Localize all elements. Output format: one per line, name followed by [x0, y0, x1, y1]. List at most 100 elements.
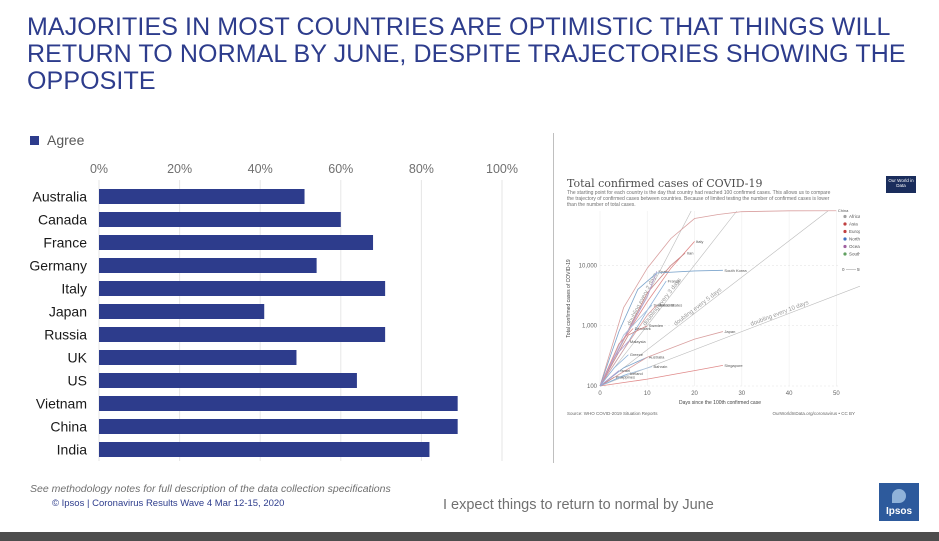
bar-uk [99, 350, 297, 365]
inset-x-tick: 40 [786, 391, 793, 397]
region-legend-dot [843, 244, 847, 249]
owid-logo: Our World in Data [886, 176, 916, 193]
series-label: Italy [696, 239, 703, 244]
series-label: Israel [620, 368, 630, 373]
series-label: Philippines [616, 375, 635, 380]
inset-x-tick: 0 [598, 391, 602, 397]
inset-x-tick: 20 [691, 391, 698, 397]
x-tick-label: 100% [486, 162, 518, 176]
bar-germany [99, 258, 317, 273]
category-label: Germany [29, 258, 87, 274]
category-label: Italy [61, 281, 87, 297]
series-line-greece [599, 354, 629, 387]
x-tick-label: 80% [409, 162, 434, 176]
region-legend-dot [843, 237, 847, 241]
bar-russia [99, 327, 386, 342]
region-legend-label: North America [849, 237, 860, 242]
region-legend-dot [843, 214, 847, 219]
doubling-guide-line [599, 210, 829, 387]
bottom-strip [0, 532, 939, 541]
bar-japan [99, 304, 265, 319]
series-label: Japan [724, 329, 735, 334]
category-label: China [50, 419, 87, 435]
series-label: Bahrain [654, 364, 668, 369]
bar-vietnam [99, 396, 458, 411]
legend-swatch [30, 135, 39, 145]
series-label: Malaysia [630, 339, 647, 344]
ipsos-logo-mark-icon [892, 489, 906, 503]
category-label: Russia [44, 327, 87, 343]
survey-question: I expect things to return to normal by J… [443, 497, 714, 513]
series-label: Australia [649, 355, 665, 360]
region-legend-label: Oceania [849, 244, 860, 249]
category-label: Vietnam [36, 396, 87, 412]
series-label: Sweden [649, 323, 663, 328]
agree-bar-chart: 0% 20% 40% 60% 80% 100% Australia Canada France G… [29, 162, 518, 461]
bar-china [99, 419, 458, 434]
inset-credit: OurWorldInData.org/coronavirus • CC BY [772, 411, 855, 416]
copyright-line: © Ipsos | Coronavirus Results Wave 4 Mar… [52, 498, 285, 509]
series-line-israel [599, 370, 620, 387]
bar-india [99, 442, 430, 457]
bar-australia [99, 189, 305, 204]
doubling-guide-line [599, 210, 738, 387]
region-legend-label: Africa [849, 214, 860, 219]
region-legend-dot [843, 229, 847, 234]
series-line-denmark [599, 328, 634, 387]
range-end-label: 55 [857, 267, 860, 272]
series-line-china [599, 210, 837, 387]
category-label: Australia [33, 189, 88, 205]
series-label: Denmark [635, 326, 651, 331]
series-label: Iceland [630, 371, 643, 376]
inset-x-tick: 30 [738, 391, 745, 397]
inset-source: Source: WHO COVID-2019 Situation Reports [567, 411, 658, 416]
region-legend-label: South America [849, 252, 860, 257]
inset-y-tick: 100 [587, 384, 598, 390]
inset-chart-subtitle: The starting point for each country is t… [567, 190, 831, 208]
x-tick-label: 0% [90, 162, 108, 176]
series-line-singapore [599, 364, 723, 387]
range-start-label: 0 [842, 267, 845, 272]
series-line-japan [599, 331, 724, 387]
category-label: Canada [38, 212, 87, 228]
region-legend-dot [843, 252, 847, 256]
bar-italy [99, 281, 386, 296]
category-label: India [57, 442, 88, 458]
series-line-south-korea [599, 269, 723, 387]
series-label: United States [658, 303, 682, 308]
series-line-sweden [599, 325, 648, 387]
x-tick-label: 20% [167, 162, 192, 176]
covid-trajectory-chart: 0 10 20 30 40 50 100 1,000 10,000 Days since the … [560, 168, 916, 424]
series-label: Iran [687, 251, 694, 256]
inset-chart-title: Total confirmed cases of COVID-19 [567, 177, 763, 190]
inset-y-axis-title: Total confirmed cases of COVID-19 [566, 259, 572, 338]
doubling-guide-label: doubling every 10 days [750, 300, 810, 328]
category-label: Japan [49, 304, 87, 320]
bar-canada [99, 212, 341, 227]
vertical-divider [553, 133, 554, 463]
chart-legend: Agree [30, 132, 84, 148]
inset-y-tick: 10,000 [579, 263, 598, 269]
ipsos-logo: Ipsos [879, 483, 919, 521]
series-label: France [668, 279, 681, 284]
series-label: Switzerland [654, 303, 675, 308]
series-label: Greece [630, 352, 644, 357]
category-label: France [43, 235, 87, 251]
category-label: UK [68, 350, 88, 366]
region-legend-label: Europe [849, 229, 860, 234]
methodology-note: See methodology notes for full descripti… [30, 483, 391, 495]
series-label: Singapore [724, 363, 743, 368]
doubling-guide-line [599, 210, 692, 387]
x-tick-label: 40% [248, 162, 273, 176]
region-legend-label: Asia [849, 222, 858, 227]
covid-plot-area: 0 10 20 30 40 50 100 1,000 10,000 Days since the … [566, 208, 860, 416]
x-tick-label: 60% [328, 162, 353, 176]
series-label: China [838, 208, 849, 213]
ipsos-logo-text: Ipsos [885, 506, 913, 517]
page-title: MAJORITIES IN MOST COUNTRIES ARE OPTIMIS… [27, 13, 906, 95]
category-label: US [68, 373, 87, 389]
inset-x-tick: 10 [644, 391, 651, 397]
series-line-malaysia [599, 341, 629, 387]
bar-france [99, 235, 374, 250]
series-label: South Korea [724, 268, 747, 273]
